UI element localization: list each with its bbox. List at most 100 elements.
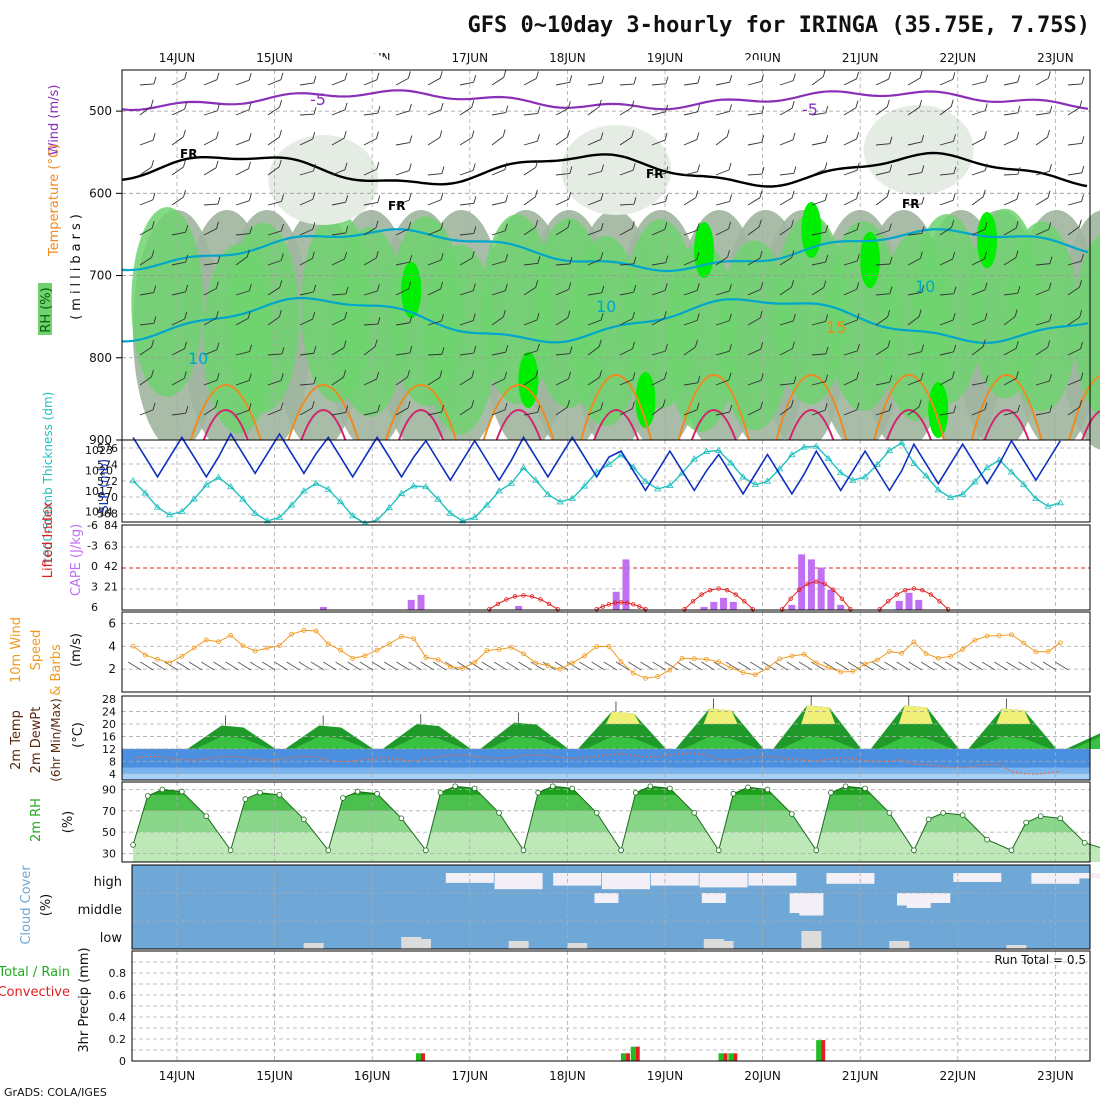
wind-barb-flag xyxy=(1081,194,1084,202)
wind10m-speed-marker xyxy=(496,647,502,652)
thickness-marker xyxy=(739,473,747,480)
wind-barb xyxy=(843,350,858,356)
li-marker xyxy=(643,606,648,612)
wind10m-speed-marker xyxy=(752,672,758,678)
wind-barb xyxy=(171,377,185,386)
wind-barb-flag xyxy=(568,282,572,290)
bottom-day-axis: 14JUN 15JUN 16JUN 17JUN 18JUN 19JUN 20JUN 21JUN… xyxy=(159,1069,1074,1083)
wind10m-barb xyxy=(835,661,849,671)
wind10m-speed-marker xyxy=(350,656,356,661)
wind10m-barb xyxy=(262,661,276,671)
temp-hump-mid xyxy=(1073,736,1100,749)
wind-barb-flag xyxy=(503,70,507,78)
wind-barb-flag xyxy=(280,72,284,80)
wind-barb xyxy=(363,79,378,86)
wind-barb-flag xyxy=(889,256,893,265)
wind-barb xyxy=(779,139,794,146)
panel3-frame xyxy=(121,524,1091,611)
wind-barb xyxy=(203,349,218,356)
wind-barb-flag xyxy=(505,105,509,113)
wind-barb xyxy=(491,136,504,146)
wind-barb-flag xyxy=(1079,279,1083,288)
wind-barb xyxy=(1067,286,1080,296)
wind10m-barb xyxy=(359,661,374,671)
wind-barb-flag xyxy=(376,371,380,380)
thickness-marker xyxy=(788,450,796,458)
wind-barb-flag xyxy=(535,280,539,288)
rh-shade-green xyxy=(718,240,791,431)
wind-barb-flag xyxy=(856,282,860,290)
wind-barb xyxy=(907,291,922,296)
wind-barb-flag xyxy=(760,282,764,290)
rh-legend-swatch xyxy=(38,283,52,335)
rh-marker xyxy=(1081,839,1088,846)
temp-tick-label: 12 xyxy=(102,743,116,756)
thickness-marker xyxy=(190,495,198,502)
panel8-axes: 0.8 0.6 0.4 0.2 0 xyxy=(109,967,127,1068)
precip-convective-bar xyxy=(421,1053,425,1061)
thickness-marker xyxy=(507,479,515,486)
wind-barb-flag xyxy=(1017,404,1021,412)
thickness-marker xyxy=(934,486,942,493)
wind-barb-flag xyxy=(440,222,444,230)
panel2-frame xyxy=(121,439,1091,523)
wind-barb xyxy=(747,379,762,386)
wind-barb xyxy=(747,317,761,326)
wind-barb xyxy=(203,379,218,386)
wind-barb-flag xyxy=(537,405,541,413)
li-marker xyxy=(742,599,747,604)
precip-tick-label: 0 xyxy=(119,1055,126,1068)
wind10m-barb xyxy=(981,661,996,671)
wind-barb xyxy=(139,199,154,206)
temp-contour-10-lower xyxy=(121,296,1089,345)
wind10m-speed-path xyxy=(132,629,1061,679)
thickness-marker xyxy=(885,446,894,453)
wind10m-barb xyxy=(847,661,862,671)
wind-barb xyxy=(555,173,570,176)
wind-barb xyxy=(843,378,857,386)
wind-barb xyxy=(971,409,986,416)
thickness-marker xyxy=(592,468,601,475)
temp-tick-label: 24 xyxy=(102,706,116,719)
thickness-marker xyxy=(446,509,454,516)
wind-barb-flag xyxy=(791,250,795,258)
wind-barb xyxy=(203,317,217,326)
thickness-marker xyxy=(141,489,149,496)
wind10m-barb xyxy=(347,661,361,671)
wind-barb xyxy=(1067,379,1082,386)
rh-marker xyxy=(1057,815,1064,822)
wind-barb xyxy=(1003,316,1016,326)
wind-barb xyxy=(171,108,185,116)
rh-marker xyxy=(159,786,166,793)
wind-barb xyxy=(395,322,410,326)
wind-barb-flag xyxy=(569,166,573,174)
label-ten-3: 10 xyxy=(188,349,208,368)
wind-barb xyxy=(779,406,792,416)
panel5-grid xyxy=(122,696,1090,780)
cape-bar xyxy=(319,606,327,610)
rh-shade-bright xyxy=(928,382,949,438)
thickness-marker xyxy=(897,439,906,446)
wind-barb xyxy=(235,351,250,356)
wind-barb xyxy=(747,257,761,266)
wind-barb-flag xyxy=(951,220,955,228)
wind-barb xyxy=(331,79,346,86)
wind-barb-flag xyxy=(792,73,796,81)
panel8-label-c: Convective xyxy=(0,985,70,1000)
wind-barb-flag xyxy=(600,222,604,231)
temp-hump-mid xyxy=(878,736,953,749)
wind-barb-flag xyxy=(1015,250,1019,258)
rh-marker xyxy=(179,788,185,795)
wind-barb-flag xyxy=(1047,129,1050,138)
wind-barb-flag xyxy=(248,73,252,81)
top-day-label: 15JUN xyxy=(256,51,293,65)
li-marker xyxy=(797,587,802,592)
wind-barb-flag xyxy=(665,255,669,263)
wind-barb xyxy=(971,346,984,356)
li-segment xyxy=(781,581,851,610)
li-marker xyxy=(839,596,845,601)
cape-bar xyxy=(710,601,718,610)
wind-barb-flag xyxy=(631,100,635,108)
li-marker xyxy=(487,606,492,612)
thickness-marker xyxy=(202,481,210,488)
